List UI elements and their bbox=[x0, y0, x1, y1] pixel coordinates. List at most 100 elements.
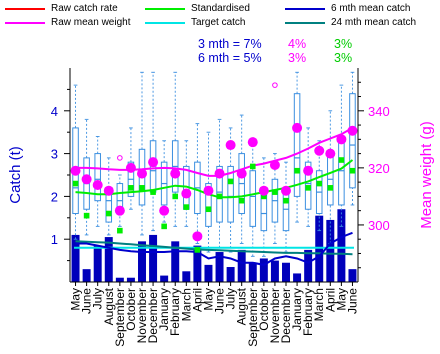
mean-weight-point bbox=[325, 148, 336, 159]
x-tick-label: November bbox=[268, 288, 282, 343]
x-tick-label: August bbox=[102, 287, 116, 325]
catch-bar bbox=[304, 249, 313, 282]
catch-bar bbox=[104, 237, 113, 282]
catch-bar bbox=[71, 234, 80, 282]
24mth-mean-label: 24 mth mean catch bbox=[331, 17, 417, 28]
box bbox=[249, 170, 257, 227]
left-tick-label: 2 bbox=[51, 189, 58, 204]
box bbox=[94, 153, 101, 202]
mean-weight-point bbox=[347, 125, 358, 136]
standardised-point bbox=[338, 157, 345, 163]
catch-bar bbox=[126, 277, 135, 282]
x-tick-label: March bbox=[179, 288, 193, 321]
trend-lines bbox=[74, 127, 354, 266]
boxplots bbox=[72, 71, 356, 257]
x-tick-label: September bbox=[246, 288, 260, 347]
x-tick-label: February bbox=[168, 288, 182, 336]
box bbox=[338, 140, 345, 206]
x-tick-label: December bbox=[279, 288, 293, 343]
x-tick-label: June bbox=[213, 288, 227, 314]
mean-weight-point bbox=[137, 168, 147, 179]
catch-bar bbox=[182, 271, 191, 282]
x-tick-label: September bbox=[113, 288, 127, 347]
catch-bar bbox=[82, 269, 91, 282]
standardised-point bbox=[316, 180, 323, 187]
summary-3mth-standardised: 3% bbox=[334, 37, 353, 51]
mean-weight-point bbox=[225, 140, 236, 151]
y-axis-label-right: Mean weight (g) bbox=[418, 121, 435, 229]
x-tick-label: May bbox=[201, 288, 215, 311]
legend: Raw catch rate Raw mean weight Standardi… bbox=[0, 0, 440, 40]
standardised-point bbox=[216, 193, 223, 200]
catch-bar bbox=[160, 275, 169, 282]
raw-mean-weight-trend-line bbox=[75, 127, 353, 177]
y-axis-label-left: Catch (t) bbox=[7, 146, 24, 204]
standardised-point bbox=[349, 167, 356, 174]
standardised-swatch bbox=[145, 7, 185, 10]
mean-weight-point bbox=[81, 174, 92, 185]
6mth-mean-swatch bbox=[285, 7, 325, 10]
raw-catch-rate-swatch bbox=[5, 7, 45, 10]
left-tick-label: 3 bbox=[51, 147, 58, 162]
raw-mean-weight-swatch bbox=[5, 21, 45, 24]
outlier-point bbox=[117, 155, 123, 161]
6mth-mean-label: 6 mth mean catch bbox=[331, 3, 411, 14]
right-tick-label: 320 bbox=[368, 161, 390, 176]
24mth-mean-line bbox=[75, 240, 353, 256]
legend-item-raw-mean-weight: Raw mean weight bbox=[5, 17, 130, 28]
mean-weight-point bbox=[203, 185, 214, 196]
x-tick-label: June bbox=[345, 288, 359, 314]
right-tick-label: 340 bbox=[368, 104, 390, 119]
right-tick-label: 300 bbox=[368, 218, 390, 233]
catch-bar bbox=[259, 258, 268, 282]
x-tick-label: April bbox=[190, 288, 204, 312]
mean-weight-point bbox=[292, 122, 303, 133]
6mth-mean-line bbox=[75, 231, 353, 266]
box bbox=[205, 183, 212, 227]
catch-bar bbox=[248, 262, 257, 282]
x-tick-label: July bbox=[91, 288, 105, 309]
standardised-point bbox=[83, 212, 90, 219]
standardised-point bbox=[305, 185, 311, 191]
catch-bar bbox=[348, 269, 357, 282]
standardised-label: Standardised bbox=[191, 3, 250, 14]
standardised-point bbox=[172, 193, 179, 200]
mean-weight-point bbox=[303, 165, 314, 176]
mean-weight-point bbox=[103, 185, 114, 196]
target-catch-swatch bbox=[145, 21, 185, 24]
mean-weight-point bbox=[114, 205, 125, 216]
mean-weight-point bbox=[159, 205, 170, 216]
summary-6mth-standardised: 3% bbox=[334, 51, 353, 65]
x-tick-label: August bbox=[235, 287, 249, 325]
mean-weight-point bbox=[336, 134, 347, 145]
mean-weight-point bbox=[281, 185, 291, 196]
mean-weight-point bbox=[236, 168, 247, 179]
x-tick-label: March bbox=[312, 288, 326, 321]
catch-bar bbox=[226, 267, 235, 282]
mean-weight-point bbox=[70, 165, 81, 176]
catch-bar bbox=[149, 234, 158, 282]
legend-item-standardised: Standardised bbox=[145, 3, 250, 14]
standardised-point bbox=[261, 193, 267, 200]
mean-weight-point bbox=[214, 168, 225, 179]
standardised-point bbox=[105, 210, 112, 217]
x-tick-label: June bbox=[80, 288, 94, 314]
summary-3mth-label: 3 mth = 7% bbox=[198, 37, 262, 51]
raw-mean-weight-label: Raw mean weight bbox=[51, 17, 131, 28]
x-tick-label: July bbox=[224, 288, 238, 309]
legend-item-6mth-mean: 6 mth mean catch bbox=[285, 3, 410, 14]
catch-bar bbox=[337, 209, 346, 282]
axes: 1234300320340MayJuneJulyAugustSeptemberO… bbox=[51, 68, 390, 347]
standardised-point bbox=[139, 185, 145, 191]
catch-bar bbox=[237, 249, 246, 282]
left-tick-label: 1 bbox=[51, 232, 58, 247]
target-catch-label: Target catch bbox=[191, 17, 246, 28]
standardised-point bbox=[150, 189, 156, 195]
catch-bar bbox=[293, 273, 302, 282]
x-tick-label: November bbox=[135, 288, 149, 343]
points bbox=[70, 122, 358, 253]
standardised-point bbox=[183, 204, 190, 210]
mean-weight-point bbox=[181, 188, 192, 199]
mean-weight-point bbox=[314, 145, 325, 156]
x-tick-label: December bbox=[146, 288, 160, 343]
